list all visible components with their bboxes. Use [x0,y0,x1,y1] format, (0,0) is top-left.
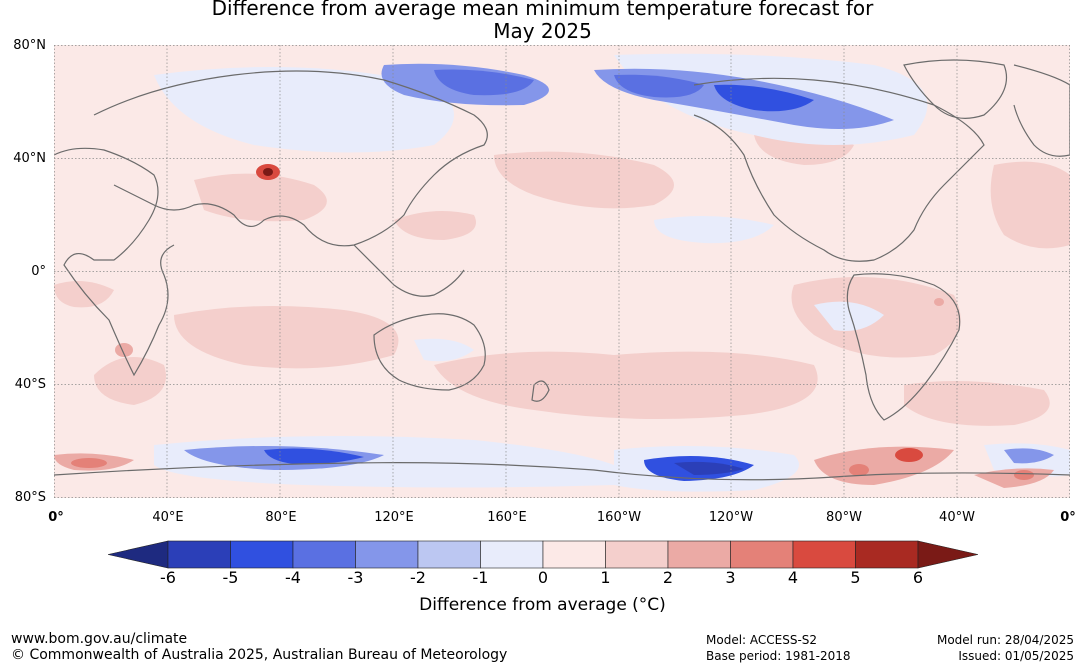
colorbar-extension-high [917,540,978,569]
new-zealand-coast [531,380,550,402]
lon-label-0-right: 0° [1060,510,1076,525]
africa-europe-coast [53,147,175,377]
lon-label-0-left: 0° [48,510,64,525]
lon-label-40w: 40°W [939,510,975,525]
lon-label-80e: 80°E [265,510,297,525]
warm-anomaly-regions [54,133,1070,426]
colorbar-tick-label: 2 [662,568,674,587]
lon-label-80w: 80°W [826,510,862,525]
lon-label-120w: 120°W [708,510,754,525]
colorbar-cell [667,540,731,569]
coastlines [53,59,1071,481]
colorbar-extension-low [108,540,169,569]
north-america-coast [693,77,985,262]
colorbar-cell [542,540,606,569]
lon-label-120e: 120°E [374,510,414,525]
chart-title: Difference from average mean minimum tem… [0,0,1085,43]
colorbar-tick-label: -4 [285,568,301,587]
lat-label-40s: 40°S [14,377,46,392]
colorbar-cell [605,540,669,569]
lat-label-80n: 80°N [13,38,46,53]
colorbar-cell [730,540,794,569]
colorbar-tick-label: -6 [160,568,176,587]
colorbar-tick-label: 6 [912,568,924,587]
colorbar-cell [167,540,231,569]
colorbar-cell [230,540,294,569]
footer-base-period: Base period: 1981-2018 [706,649,851,663]
colorbar-cell [855,540,919,569]
south-america-coast [846,273,961,421]
lat-label-80s: 80°S [14,490,46,505]
colorbar-tick-label: -2 [410,568,426,587]
colorbar-tick-label: 4 [787,568,799,587]
colorbar-cell [792,540,856,569]
australia-coast [373,313,486,391]
colorbar-tick-label: 0 [537,568,549,587]
footer-issued: Issued: 01/05/2025 [958,649,1074,663]
eurasia-coast [93,70,488,247]
footer-copyright: © Commonwealth of Australia 2025, Austra… [11,647,508,663]
colorbar-cell [292,540,356,569]
graticule [54,45,1070,498]
lon-label-40e: 40°E [152,510,184,525]
colorbar-tick-label: 5 [850,568,861,587]
colorbar [108,540,978,569]
colorbar-cell [480,540,544,569]
lat-label-40n: 40°N [13,151,46,166]
colorbar-tick-label: -1 [472,568,489,587]
footer-website: www.bom.gov.au/climate [11,631,188,647]
cold-anomaly-regions [184,63,1054,481]
southeast-asia-coast [353,244,465,297]
colorbar-tick-label: -3 [347,568,364,587]
europe-north-coast [1013,64,1071,157]
colorbar-tick-label: -5 [222,568,239,587]
colorbar-tick-label: 3 [725,568,736,587]
colorbar-cell [417,540,481,569]
lon-label-160w: 160°W [596,510,642,525]
footer-model: Model: ACCESS-S2 [706,633,818,647]
title-line-1: Difference from average mean minimum tem… [211,0,874,20]
lat-label-equator: 0° [31,264,46,279]
lon-label-160e: 160°E [487,510,527,525]
colorbar-label: Difference from average (°C) [419,595,666,615]
anomaly-map [53,45,1071,498]
footer-model-run: Model run: 28/04/2025 [936,633,1074,647]
colorbar-tick-label: 1 [600,568,611,587]
map-svg [53,45,1071,498]
colorbar-cell [355,540,419,569]
antarctica-coast [53,462,1071,481]
greenland-coast [903,59,1008,119]
title-line-2: May 2025 [493,19,592,43]
